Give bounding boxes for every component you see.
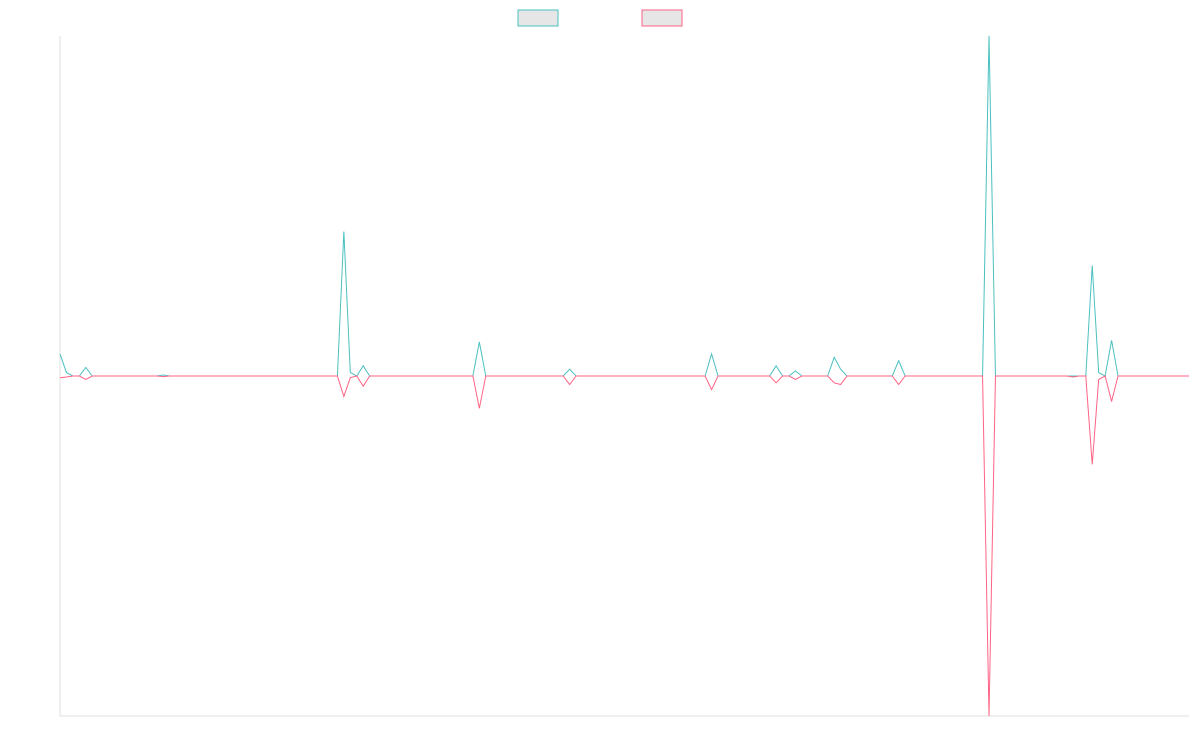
- chart-axes: [59, 36, 1189, 717]
- series-layer: [59, 35, 1189, 717]
- legend-swatch-series-2[interactable]: [641, 9, 683, 27]
- series-1-line: [59, 35, 1189, 377]
- series-2-line: [59, 375, 1189, 717]
- chart-legend: [517, 9, 683, 27]
- legend-swatch-series-1[interactable]: [517, 9, 559, 27]
